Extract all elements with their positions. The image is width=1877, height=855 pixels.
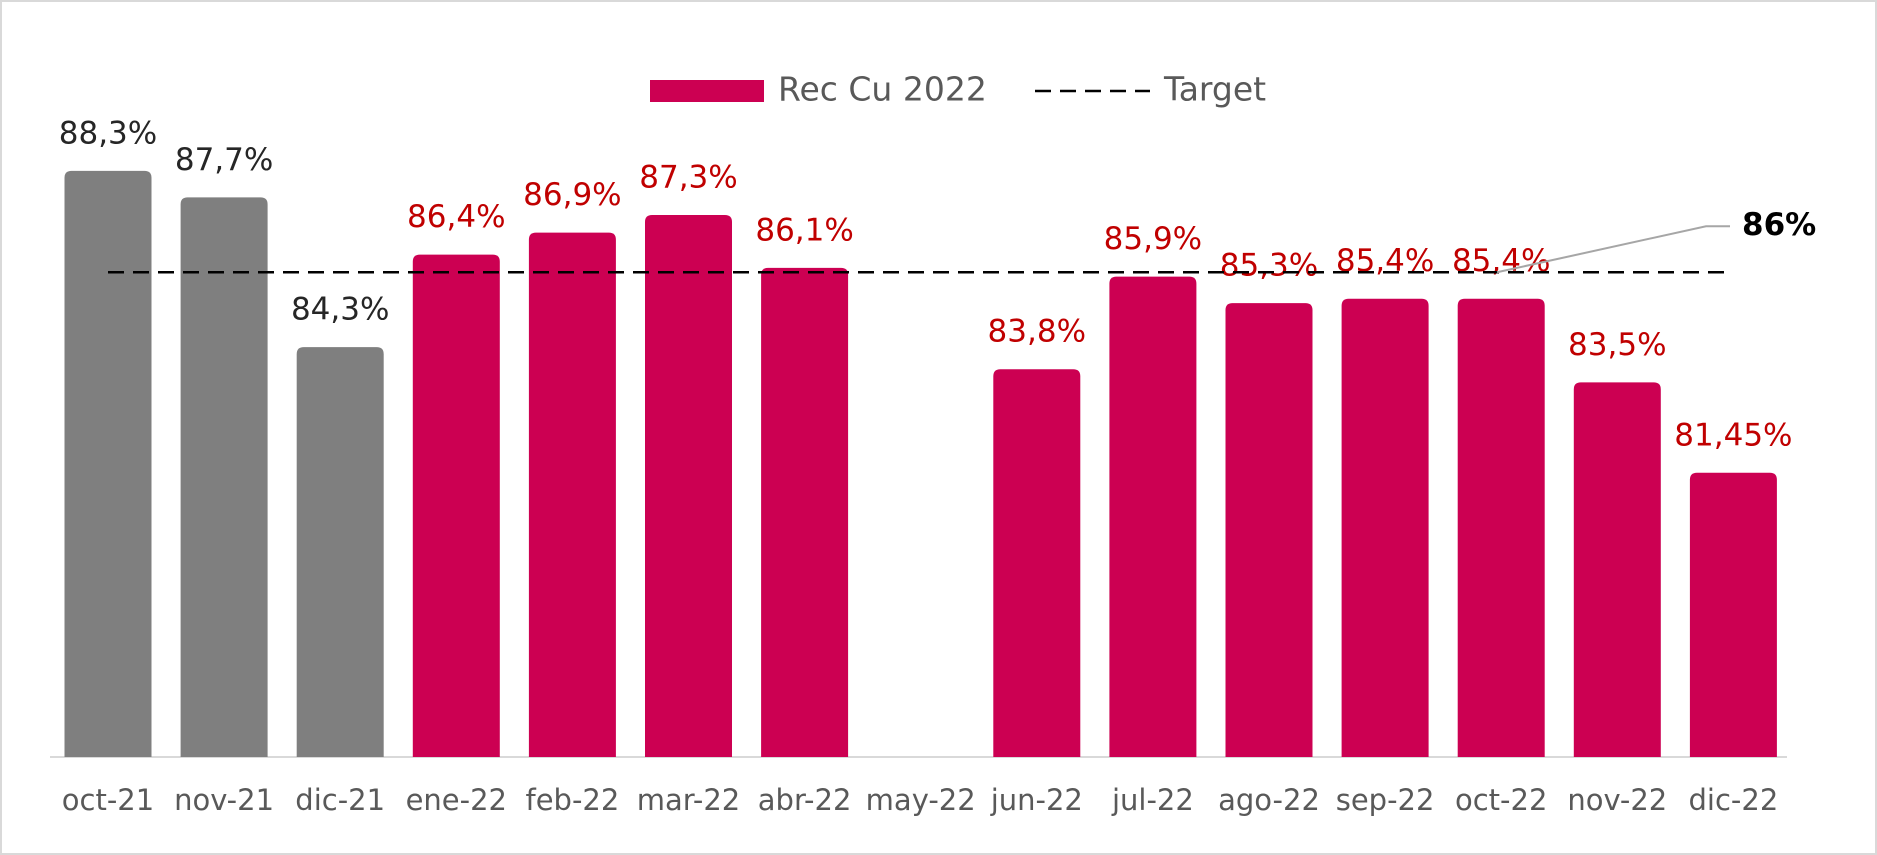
x-tick-label: abr-22 <box>758 783 852 817</box>
x-tick-label: mar-22 <box>637 783 740 817</box>
x-tick-label: nov-22 <box>1567 783 1667 817</box>
x-tick-label: oct-22 <box>1455 783 1547 817</box>
bar <box>1573 382 1661 757</box>
value-label: 85,9% <box>1104 221 1202 257</box>
bar <box>1225 303 1313 757</box>
bar <box>64 170 152 757</box>
x-tick-label: may-22 <box>866 783 976 817</box>
value-label: 86,4% <box>407 199 505 235</box>
bar <box>1341 298 1429 757</box>
value-label: 81,45% <box>1674 417 1792 453</box>
x-tick-label: sep-22 <box>1336 783 1435 817</box>
bar <box>296 347 384 757</box>
bar <box>1457 298 1545 757</box>
value-label: 84,3% <box>291 292 389 328</box>
value-label: 85,3% <box>1220 248 1318 284</box>
callout-line <box>1496 225 1730 274</box>
bar <box>1109 276 1197 757</box>
target-label: 86% <box>1742 207 1816 243</box>
x-tick-label: oct-21 <box>62 783 154 817</box>
x-tick-label: feb-22 <box>525 783 619 817</box>
bar <box>645 214 732 758</box>
legend-label: Target <box>1163 70 1266 109</box>
bar <box>761 267 849 757</box>
value-label: 88,3% <box>59 115 157 151</box>
x-tick-label: ene-22 <box>406 783 507 817</box>
bar <box>993 369 1081 757</box>
legend-swatch <box>650 80 764 102</box>
x-tick-label: dic-22 <box>1689 783 1779 817</box>
bar <box>1689 472 1777 757</box>
bar <box>180 197 268 757</box>
bar <box>528 232 616 757</box>
value-label: 87,3% <box>639 159 737 195</box>
value-label: 87,7% <box>175 142 273 178</box>
value-label: 85,4% <box>1336 243 1434 279</box>
x-tick-label: jun-22 <box>990 783 1083 817</box>
x-tick-label: ago-22 <box>1218 783 1320 817</box>
bar <box>412 254 500 757</box>
x-tick-label: nov-21 <box>174 783 274 817</box>
value-label: 86,9% <box>523 177 621 213</box>
value-label: 83,5% <box>1568 327 1666 363</box>
value-label: 83,8% <box>988 314 1086 350</box>
value-label: 86,1% <box>755 212 853 248</box>
x-tick-label: jul-22 <box>1111 783 1194 817</box>
legend-label: Rec Cu 2022 <box>778 70 987 109</box>
value-label: 85,4% <box>1452 243 1550 279</box>
x-tick-label: dic-21 <box>295 783 385 817</box>
